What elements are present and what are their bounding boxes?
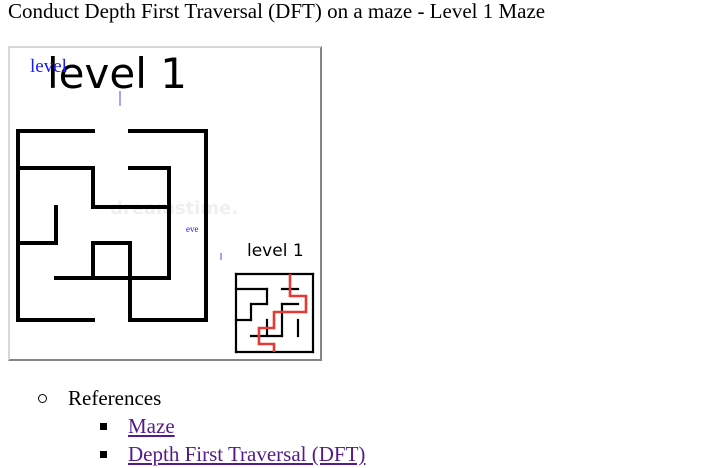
solution-path	[257, 274, 308, 352]
square-bullet-icon	[100, 451, 107, 458]
reference-links: Maze Depth First Traversal (DFT)	[68, 412, 365, 468]
references-label: References	[68, 386, 162, 410]
reference-link-item: Maze	[68, 412, 365, 440]
maze-image: level 1 dreamstime.	[8, 46, 322, 361]
large-maze	[16, 129, 208, 322]
dft-link[interactable]: Depth First Traversal (DFT)	[128, 442, 366, 466]
references-list: References Maze Depth First Traversal (D…	[38, 384, 365, 468]
maze-heading: level 1	[47, 49, 187, 98]
circle-bullet-icon	[38, 394, 47, 403]
overlay-label-eve: eve	[186, 224, 199, 234]
square-bullet-icon	[100, 423, 107, 430]
maze-link[interactable]: Maze	[128, 414, 175, 438]
overlay-label-level: level	[30, 56, 67, 77]
page-title: Conduct Depth First Traversal (DFT) on a…	[8, 0, 546, 23]
maze-illustration: level 1 dreamstime.	[16, 49, 315, 354]
small-maze-heading: level 1	[247, 241, 304, 261]
reference-link-item: Depth First Traversal (DFT)	[68, 440, 365, 468]
small-maze	[234, 272, 315, 354]
references-item: References Maze Depth First Traversal (D…	[38, 384, 365, 468]
